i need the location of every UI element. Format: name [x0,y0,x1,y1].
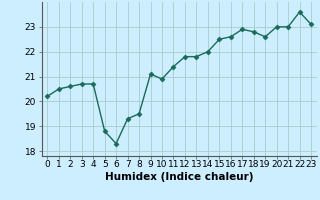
X-axis label: Humidex (Indice chaleur): Humidex (Indice chaleur) [105,172,253,182]
